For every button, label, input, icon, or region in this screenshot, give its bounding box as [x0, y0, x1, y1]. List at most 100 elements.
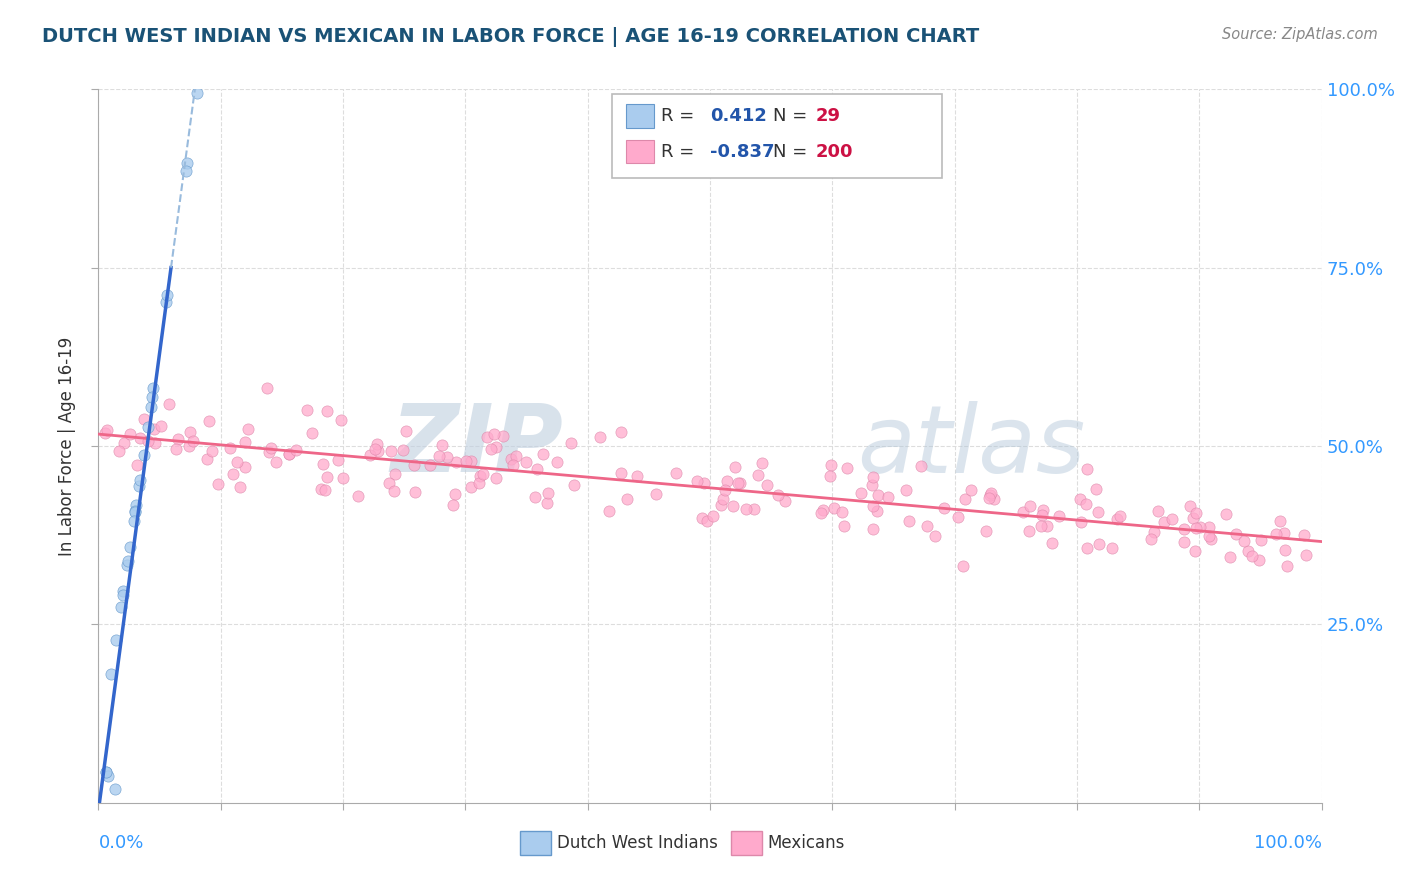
- Point: [1069, 492, 1091, 507]
- Point: [862, 470, 884, 484]
- Point: [132, 411, 155, 425]
- Point: [626, 469, 648, 483]
- Point: [1147, 504, 1170, 518]
- Point: [1185, 506, 1208, 520]
- Point: [823, 501, 845, 516]
- Point: [915, 519, 938, 533]
- Point: [181, 434, 204, 449]
- Point: [97, 769, 120, 783]
- Point: [747, 468, 769, 483]
- Point: [222, 467, 245, 481]
- Point: [897, 514, 920, 528]
- Point: [1011, 505, 1033, 519]
- Point: [419, 458, 441, 473]
- Point: [1087, 505, 1109, 519]
- Point: [810, 507, 832, 521]
- Point: [1031, 508, 1053, 523]
- Point: [751, 456, 773, 470]
- Text: -0.837: -0.837: [710, 143, 775, 161]
- Point: [924, 529, 946, 543]
- Point: [960, 483, 983, 497]
- Point: [468, 469, 491, 483]
- Point: [128, 473, 150, 487]
- Point: [818, 468, 841, 483]
- Point: [696, 514, 718, 528]
- Point: [709, 498, 731, 512]
- Point: [301, 425, 323, 440]
- Point: [1101, 541, 1123, 555]
- Text: 0.0%: 0.0%: [98, 834, 143, 852]
- Point: [711, 491, 734, 506]
- Point: [380, 443, 402, 458]
- Point: [441, 498, 464, 512]
- Point: [866, 504, 889, 518]
- Point: [256, 381, 278, 395]
- Point: [952, 559, 974, 574]
- Point: [811, 503, 834, 517]
- Text: N =: N =: [773, 107, 813, 125]
- Point: [1153, 515, 1175, 529]
- Point: [526, 462, 548, 476]
- Point: [117, 554, 139, 568]
- Text: DUTCH WEST INDIAN VS MEXICAN IN LABOR FORCE | AGE 16-19 CORRELATION CHART: DUTCH WEST INDIAN VS MEXICAN IN LABOR FO…: [42, 27, 980, 46]
- Point: [477, 429, 499, 443]
- Point: [278, 447, 301, 461]
- Point: [1294, 528, 1316, 542]
- Point: [124, 504, 146, 518]
- Point: [392, 443, 415, 458]
- Point: [1031, 518, 1053, 533]
- Point: [207, 477, 229, 491]
- Point: [124, 505, 146, 519]
- Text: 0.412: 0.412: [710, 107, 766, 125]
- Point: [233, 460, 256, 475]
- Point: [384, 467, 406, 481]
- Point: [1268, 514, 1291, 528]
- Point: [143, 435, 166, 450]
- Point: [645, 487, 668, 501]
- Point: [692, 510, 714, 524]
- Point: [382, 483, 405, 498]
- Point: [501, 451, 523, 466]
- Point: [198, 414, 221, 428]
- Point: [562, 478, 585, 492]
- Point: [876, 491, 898, 505]
- Point: [531, 447, 554, 461]
- Point: [686, 474, 709, 488]
- Point: [983, 491, 1005, 506]
- Point: [332, 471, 354, 485]
- Point: [359, 448, 381, 462]
- Point: [482, 427, 505, 442]
- Point: [309, 482, 332, 496]
- Point: [312, 457, 335, 471]
- Point: [616, 491, 638, 506]
- Point: [295, 403, 318, 417]
- Point: [1215, 507, 1237, 521]
- Point: [186, 87, 208, 101]
- Point: [721, 499, 744, 513]
- Point: [1198, 520, 1220, 534]
- Point: [125, 458, 148, 472]
- Point: [693, 475, 716, 490]
- Text: N =: N =: [773, 143, 813, 161]
- Point: [1160, 512, 1182, 526]
- Point: [366, 437, 388, 451]
- Point: [150, 418, 173, 433]
- Point: [1088, 537, 1111, 551]
- Point: [1199, 532, 1222, 546]
- Point: [492, 429, 515, 443]
- Point: [443, 487, 465, 501]
- Point: [107, 443, 129, 458]
- Text: R =: R =: [661, 107, 700, 125]
- Point: [115, 558, 138, 573]
- Point: [1076, 461, 1098, 475]
- Point: [756, 478, 779, 492]
- Point: [1249, 553, 1271, 567]
- Point: [395, 424, 418, 438]
- Point: [132, 448, 155, 462]
- Point: [1105, 512, 1128, 526]
- Point: [727, 476, 749, 491]
- Point: [122, 514, 145, 528]
- Point: [257, 444, 280, 458]
- Point: [427, 449, 450, 463]
- Point: [226, 455, 249, 469]
